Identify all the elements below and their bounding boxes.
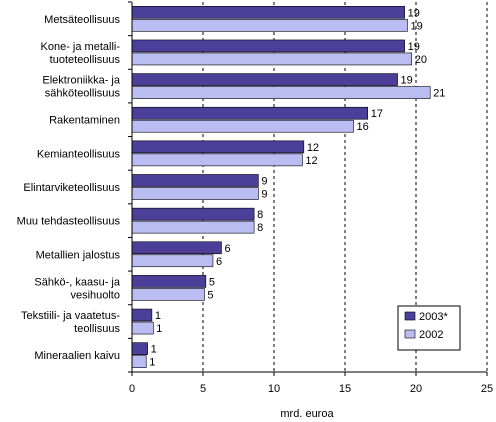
data-label-2003-8: 5 xyxy=(209,276,215,288)
bar-2003-10 xyxy=(131,342,148,355)
bar-2003-6 xyxy=(131,207,255,221)
x-tick-labels: 0 5 10 15 20 25 xyxy=(129,383,493,395)
category-label-1: Kone- ja metalli-tuoteteollisuus xyxy=(41,41,121,66)
category-label-8: Sähkö-, kaasu- ja vesihuolto xyxy=(34,276,120,301)
data-label-2003-9: 1 xyxy=(155,310,161,322)
data-label-2002-8: 5 xyxy=(207,289,213,301)
bar-2003-7 xyxy=(131,241,222,255)
category-label-7: Metallien jalostus xyxy=(36,249,121,261)
data-label-2002-6: 8 xyxy=(257,222,263,234)
bar-2002-2 xyxy=(131,86,431,99)
category-label-6: Muu tehdasteollisuus xyxy=(17,216,121,228)
bar-2002-7 xyxy=(131,254,214,268)
x-tick-label-15: 15 xyxy=(339,383,351,395)
data-label-2003-6: 8 xyxy=(257,209,263,221)
data-label-2003-2: 19 xyxy=(401,75,413,87)
bar-2002-5 xyxy=(131,187,259,200)
legend: 2003* 2002 xyxy=(397,305,461,351)
bar-2002-6 xyxy=(131,220,255,234)
x-tick-label-0: 0 xyxy=(129,383,135,395)
bar-2003-2 xyxy=(131,73,398,86)
data-label-2002-2: 21 xyxy=(433,88,445,100)
bar-2003-5 xyxy=(131,174,259,187)
data-label-2003-4: 12 xyxy=(307,142,319,154)
bar-2002-3 xyxy=(131,119,354,133)
category-label-5: Elintarviketeollisuus xyxy=(23,182,120,194)
bar-2003-9 xyxy=(131,308,153,322)
data-label-2002-1: 20 xyxy=(415,54,427,66)
data-label-2002-10: 1 xyxy=(149,357,155,369)
legend-label-2002: 2002 xyxy=(419,329,443,341)
data-label-2002-9: 1 xyxy=(156,323,162,335)
category-label-3: Rakentaminen xyxy=(49,115,120,127)
data-label-2002-4: 12 xyxy=(305,155,317,167)
x-tick-label-5: 5 xyxy=(200,383,206,395)
bars xyxy=(131,6,431,368)
data-label-2003-10: 1 xyxy=(151,344,157,356)
data-label-2003-5: 9 xyxy=(261,176,267,188)
category-label-2: Elektroniikka- ja sähköteollisuus xyxy=(42,75,121,100)
bar-2002-0 xyxy=(131,19,408,32)
bar-2002-4 xyxy=(131,153,303,167)
bar-2003-8 xyxy=(131,275,207,288)
data-label-2002-3: 16 xyxy=(357,121,369,133)
bar-2003-0 xyxy=(131,6,405,19)
data-label-2002-5: 9 xyxy=(261,189,267,201)
bar-2003-3 xyxy=(131,106,369,120)
category-label-0: Metsäteollisuus xyxy=(44,14,120,26)
x-axis-label: mrd. euroa xyxy=(280,408,334,420)
data-label-2003-7: 6 xyxy=(224,243,230,255)
legend-box xyxy=(397,305,461,351)
x-tick-label-25: 25 xyxy=(481,383,493,395)
category-label-4: Kemianteollisuus xyxy=(37,148,121,160)
bar-2002-9 xyxy=(131,321,154,335)
bar-2002-1 xyxy=(131,52,413,66)
category-label-10: Mineraalien kaivu xyxy=(34,350,120,362)
x-tick-label-10: 10 xyxy=(268,383,280,395)
bar-2003-4 xyxy=(131,140,305,154)
data-label-2002-0: 19 xyxy=(410,20,422,32)
category-label-9: Tekstiili- ja vaatetus-teollisuus xyxy=(21,310,121,335)
category-labels: Metsäteollisuus Kone- ja metalli-tuoteteo… xyxy=(17,14,121,362)
axes xyxy=(128,1,488,376)
legend-swatch-2003 xyxy=(404,311,416,321)
bar-2002-8 xyxy=(131,288,205,301)
data-label-2003-3: 17 xyxy=(371,108,383,120)
bar-2003-1 xyxy=(131,39,405,53)
data-label-2003-1: 19 xyxy=(408,41,420,53)
legend-label-2003: 2003* xyxy=(419,311,448,323)
data-label-2002-7: 6 xyxy=(216,256,222,268)
x-tick-label-20: 20 xyxy=(410,383,422,395)
legend-swatch-2002 xyxy=(404,329,416,339)
bar-2002-10 xyxy=(131,355,147,368)
data-label-2003-0: 19 xyxy=(408,7,420,19)
